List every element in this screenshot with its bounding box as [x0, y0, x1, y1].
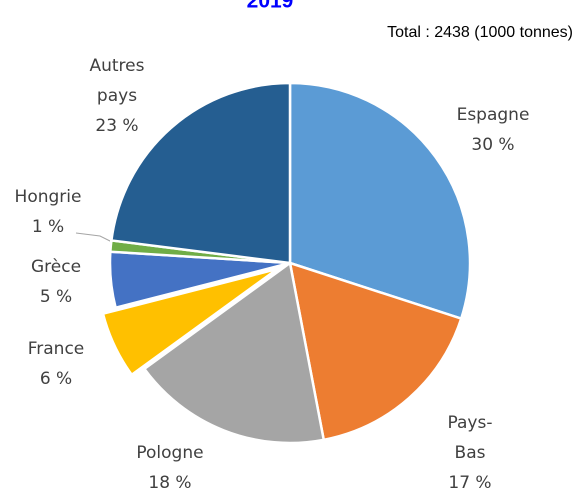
category-label: Autres pays — [89, 56, 144, 106]
pie-slice — [110, 81, 292, 265]
category-label: Pologne — [136, 443, 203, 463]
category-label: Hongrie — [15, 187, 82, 207]
value-label: 23 % — [95, 116, 138, 136]
value-label: 17 % — [448, 473, 491, 489]
value-label: 18 % — [148, 473, 191, 489]
category-label: Pays-Bas — [448, 413, 493, 463]
pie-slice — [101, 267, 279, 377]
pie-slice — [288, 261, 463, 442]
value-label: 5 % — [40, 287, 72, 307]
category-label: Espagne — [457, 105, 530, 125]
chart-title: 2019 — [247, 0, 294, 13]
leader-line — [75, 232, 113, 243]
value-label: 30 % — [471, 135, 514, 155]
value-label: 6 % — [40, 369, 72, 389]
value-label: 1 % — [32, 217, 64, 237]
category-label: France — [28, 339, 85, 359]
pie-slice — [142, 260, 326, 445]
pie-slice — [288, 81, 472, 321]
category-label: Grèce — [31, 257, 81, 277]
chart-subtitle: Total : 2438 (1000 tonnes) — [387, 24, 573, 41]
